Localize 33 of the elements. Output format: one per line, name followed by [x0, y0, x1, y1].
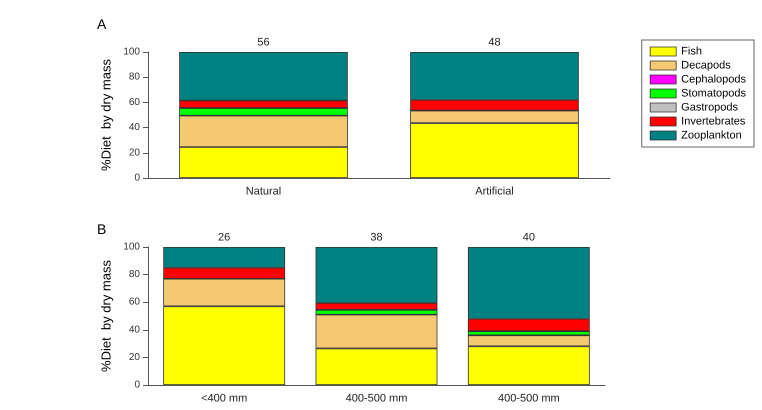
y-tick-label: 100	[123, 242, 140, 252]
y-tick-label: 60	[128, 96, 140, 108]
text: 48	[488, 36, 501, 48]
y-tick-label: 40	[128, 324, 140, 336]
y-tick-label: 40	[128, 122, 140, 134]
y-tick-label: 80	[128, 269, 140, 280]
x-tick-label: Artificial	[475, 186, 514, 198]
text: 56	[257, 36, 270, 48]
y-axis-title: %Diet by dry mass	[98, 260, 114, 372]
y-tick-label: 20	[128, 352, 140, 363]
x-tick-label: 400-500 mm	[346, 392, 408, 404]
y-tick-label: 60	[128, 296, 140, 308]
text: 26	[218, 232, 230, 244]
x-tick-label: 400-500 mm	[498, 392, 560, 404]
y-tick-label: 0	[134, 172, 140, 184]
y-axis-title: %Diet by dry mass	[98, 58, 114, 171]
text: 38	[370, 232, 383, 244]
text: 40	[522, 232, 535, 244]
chart-title: B	[97, 221, 106, 237]
legend-label: Fish	[681, 46, 702, 58]
y-tick-label: 20	[128, 147, 140, 158]
chart-title: A	[97, 16, 107, 32]
x-tick-label: <400 mm	[201, 392, 248, 404]
y-tick-label: 0	[134, 380, 140, 390]
legend-label: Invertebrates	[681, 116, 746, 128]
legend-label: Zooplankton	[681, 130, 742, 142]
legend-label: Gastropods	[681, 102, 739, 114]
x-tick-label: Natural	[246, 186, 282, 198]
legend-label: Decapods	[681, 60, 732, 72]
y-tick-label: 100	[123, 46, 140, 58]
legend-label: Stomatopods	[681, 88, 746, 100]
y-tick-label: 80	[128, 72, 140, 83]
legend-label: Cephalopods	[681, 74, 746, 86]
